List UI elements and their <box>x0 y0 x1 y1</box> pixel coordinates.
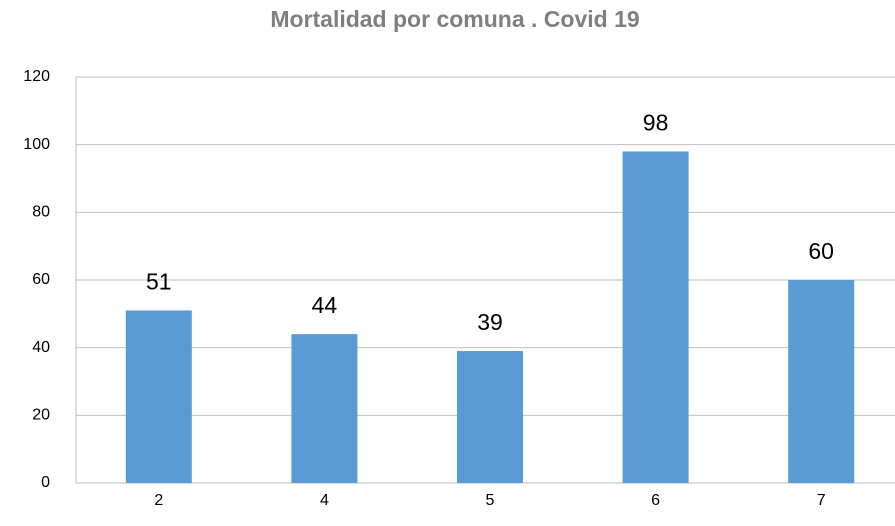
x-tick-label: 4 <box>320 492 329 509</box>
chart-title: Mortalidad por comuna . Covid 19 <box>270 6 639 32</box>
data-label: 60 <box>808 238 834 264</box>
bar <box>457 351 523 483</box>
bar <box>291 334 358 483</box>
x-tick-label: 2 <box>154 492 163 509</box>
x-tick-label: 5 <box>486 492 495 509</box>
bar <box>125 310 192 483</box>
y-tick-label: 20 <box>32 407 50 424</box>
data-label: 39 <box>477 309 503 335</box>
data-label: 44 <box>312 292 338 318</box>
x-tick-label: 6 <box>651 492 660 509</box>
y-tick-label: 80 <box>32 204 50 221</box>
y-tick-label: 40 <box>32 339 50 356</box>
y-tick-label: 100 <box>23 136 50 153</box>
bar <box>788 280 855 483</box>
bar <box>622 151 689 483</box>
y-tick-label: 120 <box>23 68 50 85</box>
y-tick-label: 60 <box>32 271 50 288</box>
y-tick-label: 0 <box>41 474 50 491</box>
data-label: 98 <box>643 110 669 136</box>
data-label: 51 <box>146 269 172 295</box>
x-tick-label: 7 <box>817 492 826 509</box>
